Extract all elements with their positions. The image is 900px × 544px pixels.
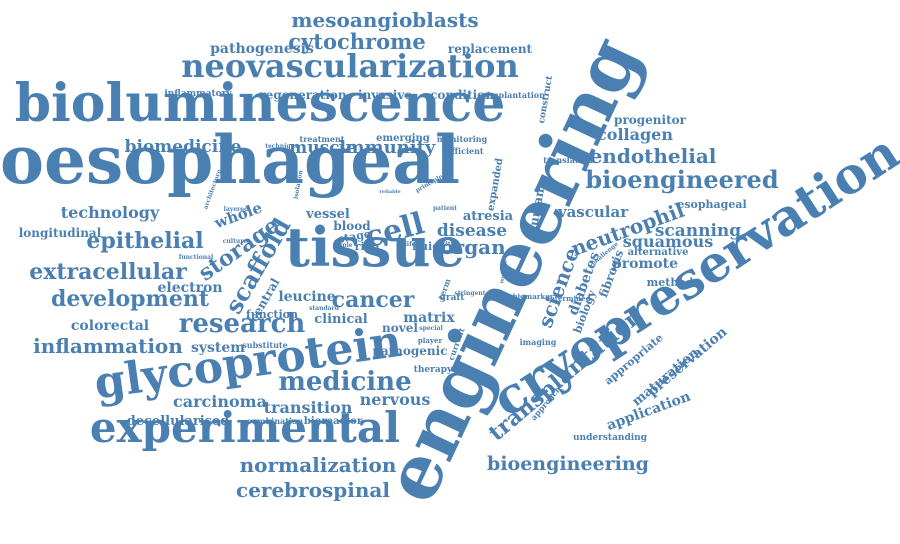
word-player: player: [418, 336, 443, 345]
word-multiple: multiple: [499, 260, 509, 284]
word-functional: functional: [179, 254, 214, 261]
word-medicine: medicine: [278, 367, 411, 397]
word-novel: novel: [382, 321, 418, 335]
word-scanning: scanning: [655, 221, 741, 241]
word-determined: determined: [545, 294, 590, 303]
word-blood: blood: [333, 219, 371, 233]
word-collagen: collagen: [597, 125, 673, 144]
word-extracellular: extracellular: [29, 259, 187, 285]
word-invasive: invasive: [358, 88, 412, 102]
word-mesoangioblasts: mesoangioblasts: [291, 8, 478, 32]
word-neovascularization: neovascularization: [181, 47, 518, 85]
word-fluid: fluid: [412, 240, 440, 253]
word-standard: standard: [309, 305, 340, 312]
word-immunity: immunity: [339, 137, 436, 158]
word-implantation: implantation: [487, 90, 545, 100]
word-inflammation: inflammation: [33, 334, 183, 358]
word-system: system: [191, 340, 245, 356]
word-function: function: [246, 308, 298, 321]
word-culture: culture: [223, 238, 248, 245]
word-bioengineering: bioengineering: [487, 453, 649, 475]
word-therapy: therapy: [414, 365, 453, 375]
word-inflammatory: inflammatory: [164, 89, 232, 99]
word-technique: technique: [265, 143, 299, 150]
word-colorectal: colorectal: [71, 318, 149, 334]
word-endothelial: endothelial: [590, 144, 717, 168]
word-emerging: emerging: [376, 133, 430, 144]
word-clinical: clinical: [314, 312, 368, 327]
word-role: role: [339, 242, 352, 249]
word-efficient: efficient: [446, 146, 484, 156]
word-imaging: imaging: [520, 337, 557, 347]
word-longitudinal: longitudinal: [19, 226, 102, 240]
word-pathogenesis: pathogenesis: [210, 41, 314, 57]
word-treatment: treatment: [300, 134, 345, 144]
word-disease: disease: [437, 221, 507, 241]
word-nervous: nervous: [360, 390, 431, 409]
word-method: method: [647, 276, 694, 289]
word-special: special: [419, 325, 443, 332]
word-bioreactor: bioreactor: [304, 416, 363, 427]
word-rich: rich: [355, 240, 380, 253]
word-development: development: [51, 286, 210, 312]
word-transition: transition: [264, 398, 353, 417]
word-decellularised: decellularised: [127, 414, 230, 429]
word-cerebrospinal: cerebrospinal: [236, 478, 390, 502]
word-technology: technology: [61, 203, 160, 222]
word-carcinoma: carcinoma: [173, 392, 267, 411]
word-graft: graft: [440, 293, 466, 303]
word-normalization: normalization: [240, 453, 397, 477]
word-alternative: alternative: [628, 247, 689, 258]
word-research: research: [179, 309, 306, 339]
word-monitoring: monitoring: [437, 134, 488, 144]
word-leucine: leucine: [278, 289, 335, 305]
word-condition: condition: [430, 88, 494, 102]
word-replacement: replacement: [448, 42, 533, 56]
word-cytochrome: cytochrome: [288, 29, 425, 54]
word-bioengineered: bioengineered: [585, 165, 778, 194]
word-regeneration: regeneration: [259, 88, 347, 102]
word-vascular: vascular: [557, 203, 629, 221]
word-atresia: atresia: [463, 209, 514, 224]
word-biomedicine: biomedicine: [125, 137, 242, 157]
word-reliable: reliable: [379, 189, 400, 195]
word-patient: patient: [433, 205, 457, 212]
word-matrix: matrix: [403, 310, 455, 326]
word-translation: translation: [543, 155, 593, 165]
word-stringent: stringent: [454, 290, 485, 297]
word-bioluminescence: bioluminescence: [15, 73, 506, 134]
word-epithelial: epithelial: [86, 228, 203, 254]
word-electron: electron: [157, 280, 222, 296]
word-substitute: substitute: [242, 340, 287, 350]
word-experimental: experimental: [90, 403, 400, 452]
word-biomarker: biomarker: [513, 292, 554, 301]
word-promote: promote: [612, 256, 678, 272]
word-esophageal: esophageal: [677, 198, 746, 211]
word-organ: organ: [440, 235, 506, 259]
word-pathogenic: pathogenic: [372, 344, 447, 358]
word-combination: combination: [247, 416, 303, 426]
word-stage: stage: [337, 227, 372, 246]
word-cancer: cancer: [332, 287, 415, 313]
word-layered: layered: [224, 206, 249, 213]
word-vessel: vessel: [305, 207, 350, 222]
word-tissue: tissue: [285, 215, 465, 279]
word-vitro: vitro: [441, 241, 458, 248]
word-squamous: squamous: [623, 232, 713, 251]
word-progenitor: progenitor: [614, 113, 687, 127]
word-muscle: muscle: [289, 138, 357, 158]
word-understanding: understanding: [573, 433, 648, 443]
word-oesophageal: oesophageal: [0, 121, 460, 199]
word-life: life: [405, 241, 416, 248]
